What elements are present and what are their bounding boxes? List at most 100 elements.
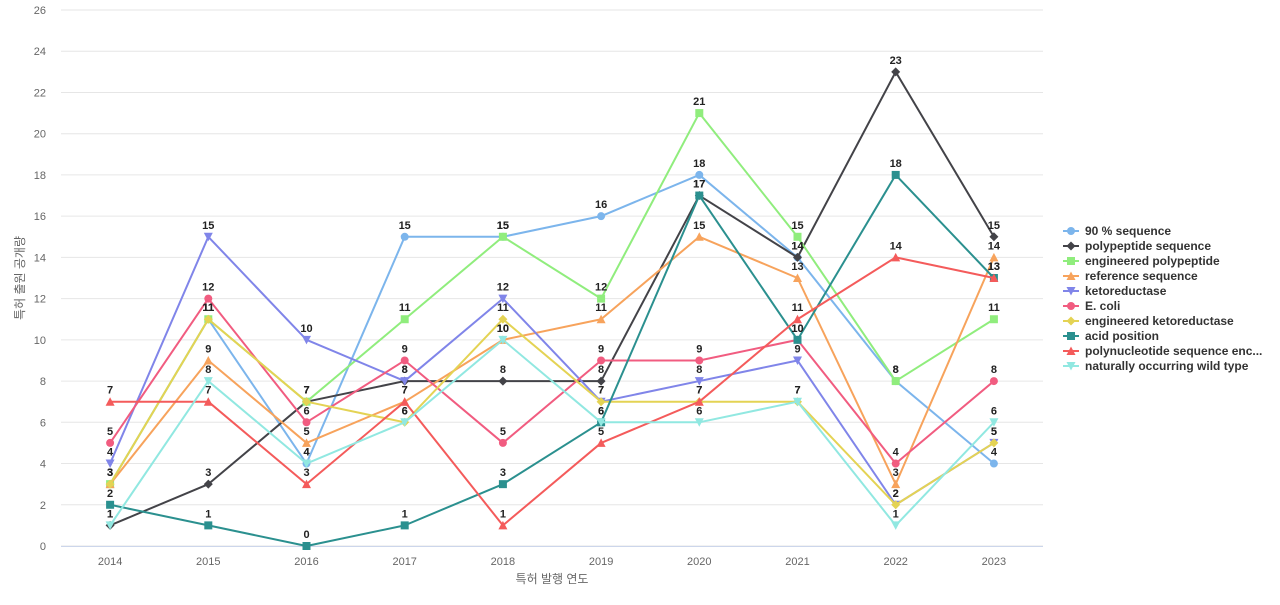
legend-item[interactable]: reference sequence: [1063, 269, 1198, 283]
legend-item[interactable]: polynucleotide sequence enc...: [1063, 344, 1262, 358]
data-label: 8: [402, 364, 408, 376]
data-point: [400, 377, 410, 386]
data-label: 5: [500, 426, 506, 438]
data-label: 7: [794, 385, 800, 397]
data-point: [302, 397, 311, 407]
legend-item[interactable]: polypeptide sequence: [1063, 239, 1211, 253]
data-point: [596, 376, 606, 386]
data-point: [989, 273, 999, 282]
legend-label: ketoreductase: [1085, 284, 1167, 298]
x-tick-label: 2018: [491, 556, 515, 568]
data-label: 21: [693, 96, 705, 108]
legend-item[interactable]: naturally occurring wild type: [1063, 359, 1249, 373]
data-point: [694, 232, 704, 241]
data-point: [106, 438, 115, 447]
data-point: [302, 438, 311, 447]
legend-item[interactable]: engineered ketoreductase: [1063, 314, 1234, 328]
data-label: 15: [497, 220, 509, 232]
data-point: [597, 356, 606, 365]
y-tick-label: 8: [40, 376, 46, 388]
data-label: 5: [991, 426, 997, 438]
data-label: 12: [497, 282, 509, 294]
data-label: 5: [107, 426, 113, 438]
series-group[interactable]: [105, 314, 999, 510]
data-label: 1: [402, 508, 408, 520]
data-label: 8: [205, 364, 211, 376]
data-point: [203, 314, 213, 324]
y-tick-label: 2: [40, 500, 46, 512]
legend-item[interactable]: ketoreductase: [1063, 284, 1167, 298]
x-tick-label: 2017: [392, 556, 416, 568]
series-group[interactable]: [105, 232, 999, 510]
data-label: 13: [791, 261, 803, 273]
data-label: 18: [693, 158, 705, 170]
data-label: 8: [598, 364, 604, 376]
legend-marker: [1066, 241, 1076, 251]
data-point: [204, 521, 213, 530]
data-label: 11: [399, 302, 411, 314]
data-label: 8: [893, 364, 899, 376]
data-point: [203, 355, 213, 365]
data-point: [105, 479, 115, 489]
data-point: [597, 294, 606, 303]
data-label: 2: [893, 488, 899, 500]
data-label: 14: [890, 240, 903, 252]
data-point: [498, 232, 507, 241]
data-point: [597, 212, 606, 221]
y-tick-label: 26: [34, 5, 46, 17]
legend-marker: [1066, 271, 1076, 280]
data-point: [793, 335, 802, 344]
data-label: 9: [794, 343, 800, 355]
y-tick-label: 12: [34, 294, 46, 306]
data-label: 14: [791, 240, 804, 252]
legend-item[interactable]: engineered polypeptide: [1063, 254, 1220, 268]
legend-item[interactable]: acid position: [1063, 329, 1159, 343]
data-label: 15: [693, 220, 705, 232]
data-point: [302, 459, 311, 469]
data-label: 12: [595, 282, 607, 294]
y-tick-label: 4: [40, 459, 46, 471]
data-label: 15: [497, 220, 509, 232]
data-label: 10: [497, 323, 509, 335]
data-label: 9: [402, 343, 408, 355]
data-point: [203, 232, 213, 242]
data-point: [400, 315, 409, 324]
data-point: [793, 397, 802, 407]
y-tick-label: 0: [40, 541, 46, 553]
series-group[interactable]: [105, 335, 999, 530]
legend-item[interactable]: 90 % sequence: [1063, 224, 1171, 238]
data-point: [989, 315, 998, 324]
series-lines: [105, 67, 999, 550]
data-point: [302, 542, 311, 550]
series-group[interactable]: [105, 252, 999, 530]
data-label: 8: [402, 364, 408, 376]
legend-label: reference sequence: [1085, 269, 1198, 283]
x-tick-label: 2016: [294, 556, 318, 568]
data-point: [203, 377, 213, 386]
data-point: [695, 356, 704, 365]
legend-marker: [1067, 302, 1075, 310]
data-point: [498, 335, 508, 345]
data-label: 6: [598, 405, 604, 417]
data-point: [989, 459, 998, 468]
data-point: [203, 397, 213, 406]
data-label: 8: [500, 364, 506, 376]
data-label: 0: [303, 529, 309, 541]
data-label: 14: [988, 240, 1001, 252]
legend-label: acid position: [1085, 329, 1159, 343]
legend-item[interactable]: E. coli: [1063, 299, 1120, 313]
legend-label: naturally occurring wild type: [1085, 359, 1249, 373]
legend-marker: [1066, 287, 1076, 296]
data-label: 4: [303, 447, 310, 459]
legend-marker: [1066, 362, 1076, 371]
data-label: 4: [893, 447, 900, 459]
data-label: 3: [893, 467, 899, 479]
legend-label: engineered ketoreductase: [1085, 314, 1234, 328]
data-label: 11: [202, 302, 214, 314]
data-label: 1: [107, 508, 113, 520]
data-label: 3: [303, 467, 309, 479]
legend-marker: [1067, 332, 1075, 340]
data-label: 3: [107, 467, 113, 479]
